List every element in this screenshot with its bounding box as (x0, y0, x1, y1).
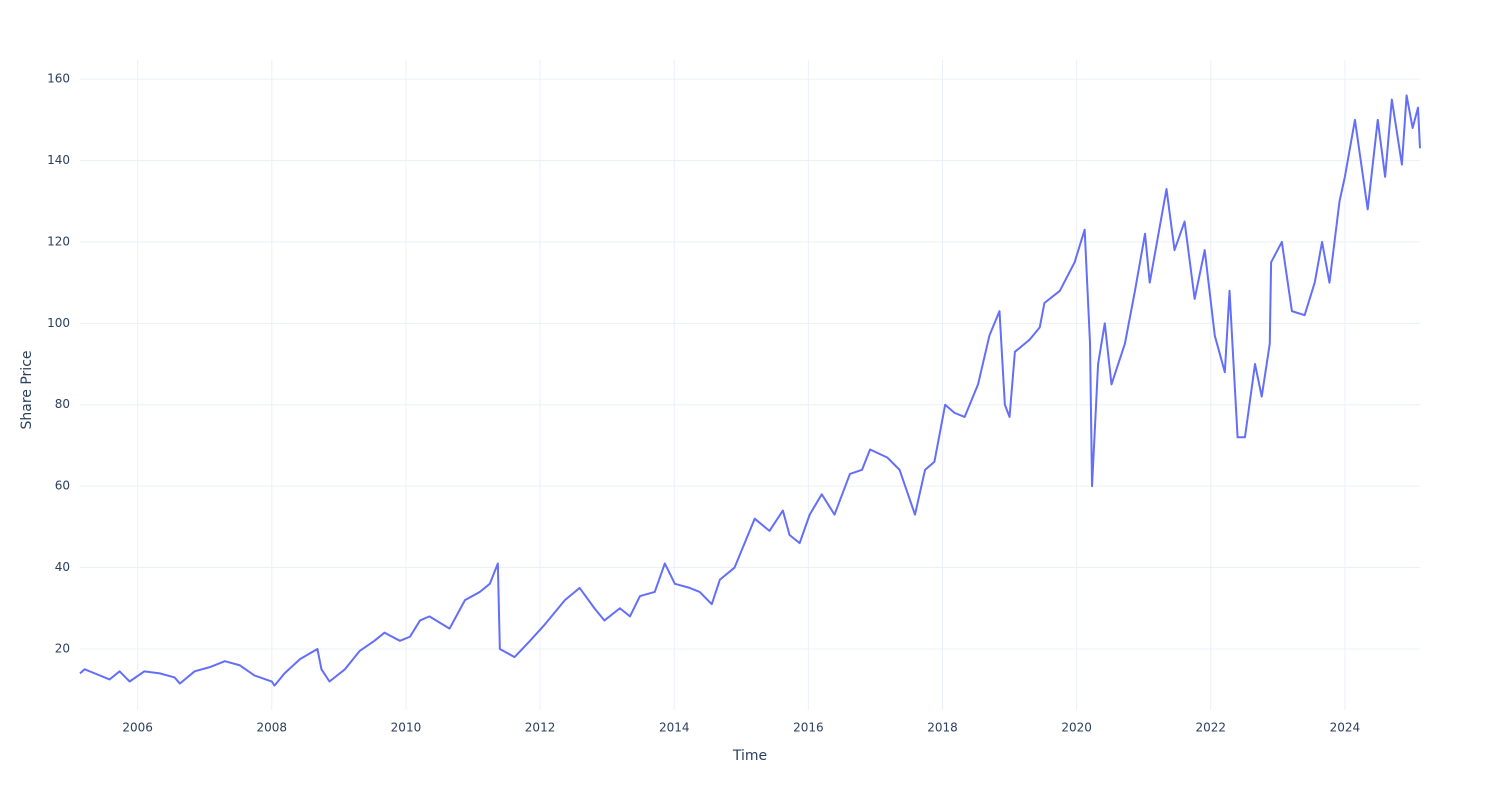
x-tick-label: 2014 (659, 721, 690, 735)
x-tick-label: 2012 (525, 721, 556, 735)
x-tick-label: 2024 (1330, 721, 1361, 735)
x-tick-label: 2020 (1061, 721, 1092, 735)
y-tick-label: 40 (55, 560, 70, 574)
x-axis-title: Time (732, 748, 767, 764)
y-tick-label: 160 (47, 72, 70, 86)
y-axis-title: Share Price (19, 350, 35, 429)
y-tick-label: 60 (55, 479, 70, 493)
x-tick-label: 2016 (793, 721, 824, 735)
x-tick-label: 2006 (122, 721, 153, 735)
y-tick-label: 80 (55, 397, 70, 411)
y-tick-label: 20 (55, 641, 70, 655)
price-line (79, 94, 1421, 687)
x-tick-label: 2022 (1195, 721, 1226, 735)
y-tick-label: 100 (47, 316, 70, 330)
x-tick-label: 2018 (927, 721, 958, 735)
y-tick-label: 140 (47, 153, 70, 167)
x-tick-label: 2008 (257, 721, 288, 735)
x-tick-label: 2010 (391, 721, 422, 735)
y-tick-label: 120 (47, 234, 70, 248)
